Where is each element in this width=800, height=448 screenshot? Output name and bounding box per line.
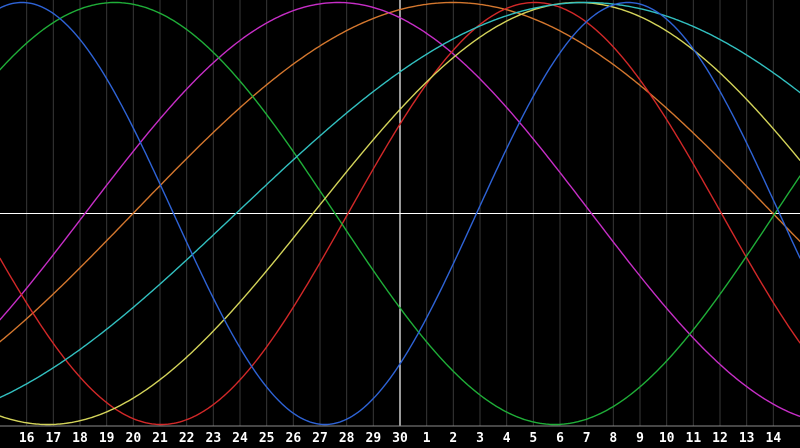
- day-label: 16: [19, 431, 35, 446]
- day-label: 28: [339, 431, 355, 446]
- orange-curve: [0, 1, 800, 343]
- day-label: 29: [366, 431, 382, 446]
- cyan-curve: [0, 1, 800, 399]
- magenta-curve: [0, 1, 800, 418]
- yellow-curve: [0, 1, 800, 426]
- day-label: 17: [46, 431, 62, 446]
- day-label: 7: [583, 431, 591, 446]
- day-label: 8: [609, 431, 617, 446]
- day-label: 9: [636, 431, 644, 446]
- day-label: 12: [712, 431, 728, 446]
- blue-curve: [0, 1, 800, 426]
- day-label: 25: [259, 431, 275, 446]
- day-label: 24: [232, 431, 248, 446]
- day-label: 13: [739, 431, 755, 446]
- day-label: 2: [449, 431, 457, 446]
- day-label: 18: [72, 431, 88, 446]
- day-label: 6: [556, 431, 564, 446]
- day-label: 20: [126, 431, 142, 446]
- green-curve: [0, 1, 800, 426]
- day-label: 14: [766, 431, 782, 446]
- day-label: 22: [179, 431, 195, 446]
- day-label: 5: [529, 431, 537, 446]
- day-label: 21: [152, 431, 168, 446]
- day-label: 19: [99, 431, 115, 446]
- day-label: 1: [423, 431, 431, 446]
- day-label: 26: [286, 431, 302, 446]
- day-label: 3: [476, 431, 484, 446]
- day-label: 30: [392, 431, 408, 446]
- day-label: 4: [503, 431, 511, 446]
- day-label: 11: [686, 431, 702, 446]
- day-label: 27: [312, 431, 328, 446]
- day-label: 10: [659, 431, 675, 446]
- day-label: 23: [206, 431, 222, 446]
- red-curve: [0, 1, 800, 426]
